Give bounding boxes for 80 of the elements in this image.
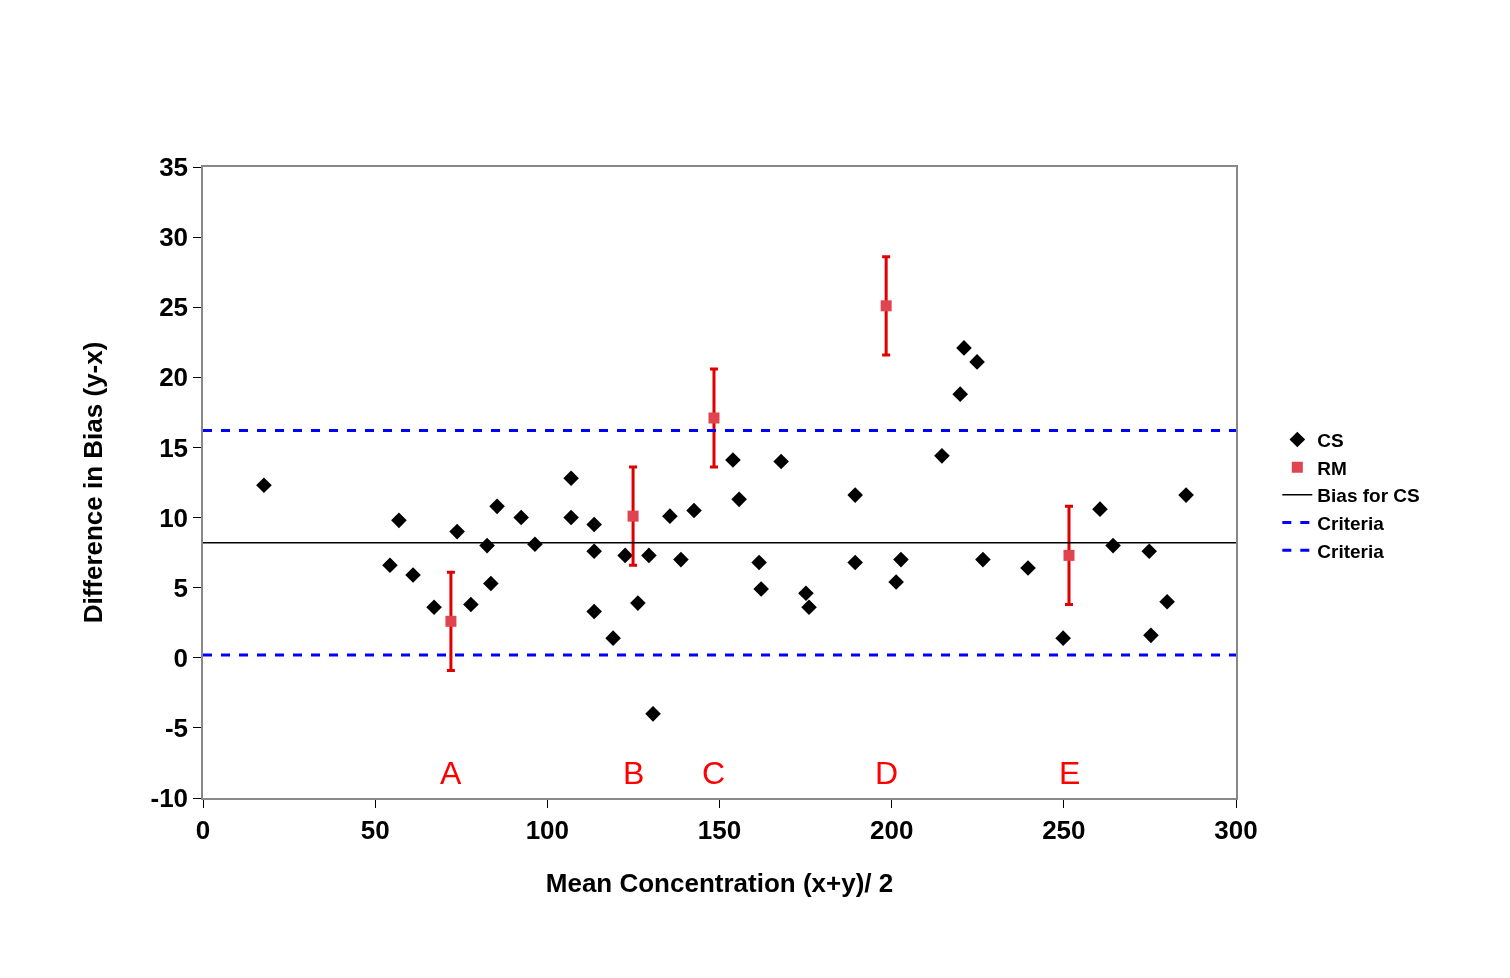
y-tick-label: 10: [159, 502, 189, 533]
point: [645, 706, 661, 722]
point: [605, 630, 621, 646]
point: [617, 547, 633, 564]
point: [934, 448, 950, 464]
point: [586, 543, 602, 560]
point: [391, 512, 407, 529]
point: [405, 567, 421, 583]
x-axis-title: Mean Concentration (x+y)/ 2: [545, 868, 894, 899]
legend-label: Criteria: [1317, 540, 1385, 562]
point: [1063, 549, 1075, 561]
x-tick-label: 200: [869, 814, 914, 845]
point: [382, 557, 398, 574]
annotation: E: [1059, 755, 1081, 791]
y-axis-title: Difference in Bias (y-x): [78, 341, 109, 624]
point: [880, 300, 892, 312]
point: [513, 509, 529, 526]
x-tick-label: 50: [360, 814, 390, 845]
point: [641, 547, 657, 564]
annotation: D: [875, 755, 899, 791]
point: [975, 551, 991, 568]
point: [952, 386, 968, 402]
legend-label: Criteria: [1317, 512, 1385, 534]
x-tick-label: 0: [195, 814, 211, 845]
point: [1178, 487, 1194, 503]
annotation: A: [440, 755, 462, 791]
y-tick-label: -10: [150, 783, 189, 814]
x-tick-label: 250: [1042, 814, 1086, 845]
point: [847, 487, 863, 503]
x-tick-label: 300: [1214, 814, 1258, 845]
point: [801, 599, 817, 616]
y-tick-label: 25: [159, 292, 189, 323]
point: [1141, 543, 1158, 560]
point: [731, 491, 747, 508]
point: [708, 412, 720, 424]
point: [627, 510, 639, 522]
legend-label: RM: [1317, 457, 1347, 479]
point: [773, 453, 789, 470]
point: [586, 603, 602, 620]
point: [1092, 501, 1108, 517]
point: [673, 551, 689, 568]
x-tick-label: 150: [697, 814, 742, 845]
point: [956, 340, 972, 356]
legend-label: Bias for CS: [1317, 485, 1420, 507]
point: [1055, 630, 1071, 646]
point: [463, 596, 479, 613]
point: [1143, 627, 1159, 644]
point: [445, 615, 457, 627]
point: [1020, 560, 1036, 576]
point: [489, 498, 505, 515]
point: [563, 470, 579, 487]
y-tick-label: 0: [173, 642, 189, 673]
y-tick-label: 20: [159, 362, 189, 393]
y-tick-label: 15: [159, 432, 189, 463]
point: [751, 554, 767, 571]
point: [586, 516, 602, 533]
annotation: C: [702, 755, 726, 791]
point: [449, 523, 465, 540]
x-tick-label: 100: [525, 814, 570, 845]
point: [969, 354, 985, 370]
legend-label: CS: [1317, 429, 1344, 451]
point: [426, 599, 442, 616]
point: [888, 574, 904, 590]
y-tick-label: 5: [173, 572, 189, 603]
point: [256, 477, 272, 494]
point: [893, 551, 909, 568]
point: [630, 595, 646, 611]
point: [725, 452, 741, 468]
point: [686, 502, 702, 519]
point: [483, 575, 499, 592]
point: [753, 581, 769, 597]
y-tick-label: -5: [164, 712, 189, 743]
y-tick-label: 35: [159, 152, 189, 183]
point: [1159, 593, 1175, 610]
point: [662, 508, 678, 524]
y-tick-label: 30: [159, 222, 189, 253]
point: [847, 554, 863, 571]
point: [563, 509, 579, 526]
point: [798, 585, 814, 602]
annotation: B: [623, 755, 645, 791]
